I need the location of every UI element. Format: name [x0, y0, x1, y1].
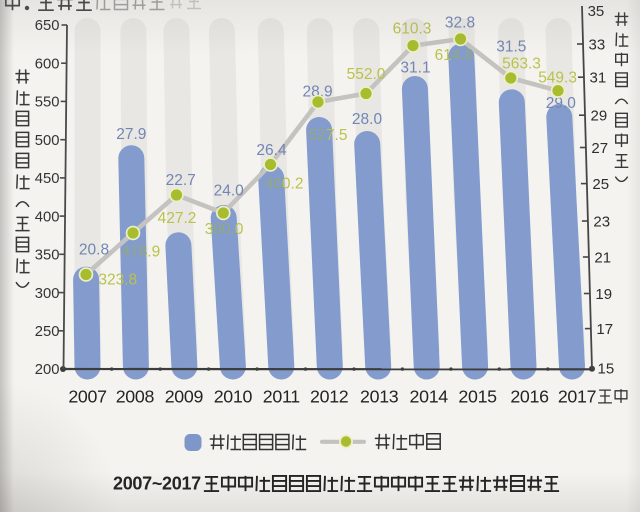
svg-text:.9: .9: [147, 244, 160, 261]
svg-text:22.7: 22.7: [166, 172, 196, 189]
svg-text:2017: 2017: [558, 387, 596, 407]
svg-text:26.4: 26.4: [256, 142, 287, 159]
svg-text:3: 3: [205, 221, 214, 238]
svg-text:23: 23: [593, 213, 610, 230]
svg-text:323.8: 323.8: [98, 271, 137, 288]
svg-text:478: 478: [122, 244, 148, 261]
svg-text:563.3: 563.3: [502, 55, 541, 72]
svg-text:46: 46: [265, 175, 282, 192]
svg-text:552.0: 552.0: [347, 66, 386, 83]
svg-text:19: 19: [595, 286, 612, 303]
svg-text:549.3: 549.3: [538, 69, 577, 86]
svg-text:2013: 2013: [360, 387, 399, 407]
svg-text:20.8: 20.8: [79, 241, 109, 258]
svg-text:2008: 2008: [116, 387, 155, 407]
svg-text:2015: 2015: [458, 387, 497, 407]
svg-text:31.5: 31.5: [496, 38, 526, 55]
svg-text:27: 27: [591, 140, 608, 157]
svg-text:250: 250: [35, 324, 60, 340]
svg-text:350: 350: [35, 248, 60, 264]
svg-text:600: 600: [35, 56, 60, 72]
svg-text:2007~2017: 2007~2017: [113, 474, 201, 494]
svg-text:2012: 2012: [310, 387, 348, 407]
svg-text:28.9: 28.9: [303, 84, 333, 101]
svg-text:17: 17: [596, 321, 613, 338]
svg-text:2010: 2010: [214, 387, 253, 407]
svg-text:2014: 2014: [410, 387, 449, 407]
svg-text:7.5: 7.5: [326, 127, 348, 144]
svg-text:31.1: 31.1: [400, 60, 430, 77]
svg-text:2009: 2009: [165, 387, 204, 407]
svg-text:28.0: 28.0: [352, 111, 383, 128]
svg-text:52: 52: [309, 127, 326, 144]
svg-text:0: 0: [235, 221, 244, 238]
svg-text:300: 300: [35, 286, 60, 302]
svg-text:200: 200: [35, 362, 60, 378]
svg-text:500: 500: [35, 133, 60, 149]
svg-text:24.0: 24.0: [214, 182, 245, 199]
svg-text:90.: 90.: [213, 221, 235, 238]
svg-text:400: 400: [35, 209, 60, 225]
svg-text:427.2: 427.2: [158, 210, 197, 227]
svg-text:4.6: 4.6: [452, 47, 474, 64]
svg-text:31: 31: [590, 70, 607, 87]
svg-text:2011: 2011: [263, 387, 300, 407]
svg-text:21: 21: [594, 249, 611, 266]
svg-text:27.9: 27.9: [116, 126, 146, 143]
svg-text:650: 650: [35, 18, 60, 34]
svg-text:610.3: 610.3: [393, 21, 432, 38]
svg-text:0.2: 0.2: [282, 175, 304, 192]
svg-text:29.0: 29.0: [546, 95, 577, 112]
svg-text:32.8: 32.8: [445, 15, 475, 32]
svg-text:2016: 2016: [510, 387, 549, 407]
svg-text:33: 33: [589, 36, 606, 53]
svg-text:35: 35: [588, 3, 605, 20]
svg-text:2007: 2007: [68, 387, 106, 407]
svg-text:61: 61: [435, 47, 452, 64]
svg-text:450: 450: [35, 171, 60, 187]
svg-text:29: 29: [591, 108, 608, 125]
svg-text:25: 25: [592, 176, 609, 193]
svg-text:550: 550: [35, 95, 60, 111]
svg-text:15: 15: [598, 361, 615, 378]
